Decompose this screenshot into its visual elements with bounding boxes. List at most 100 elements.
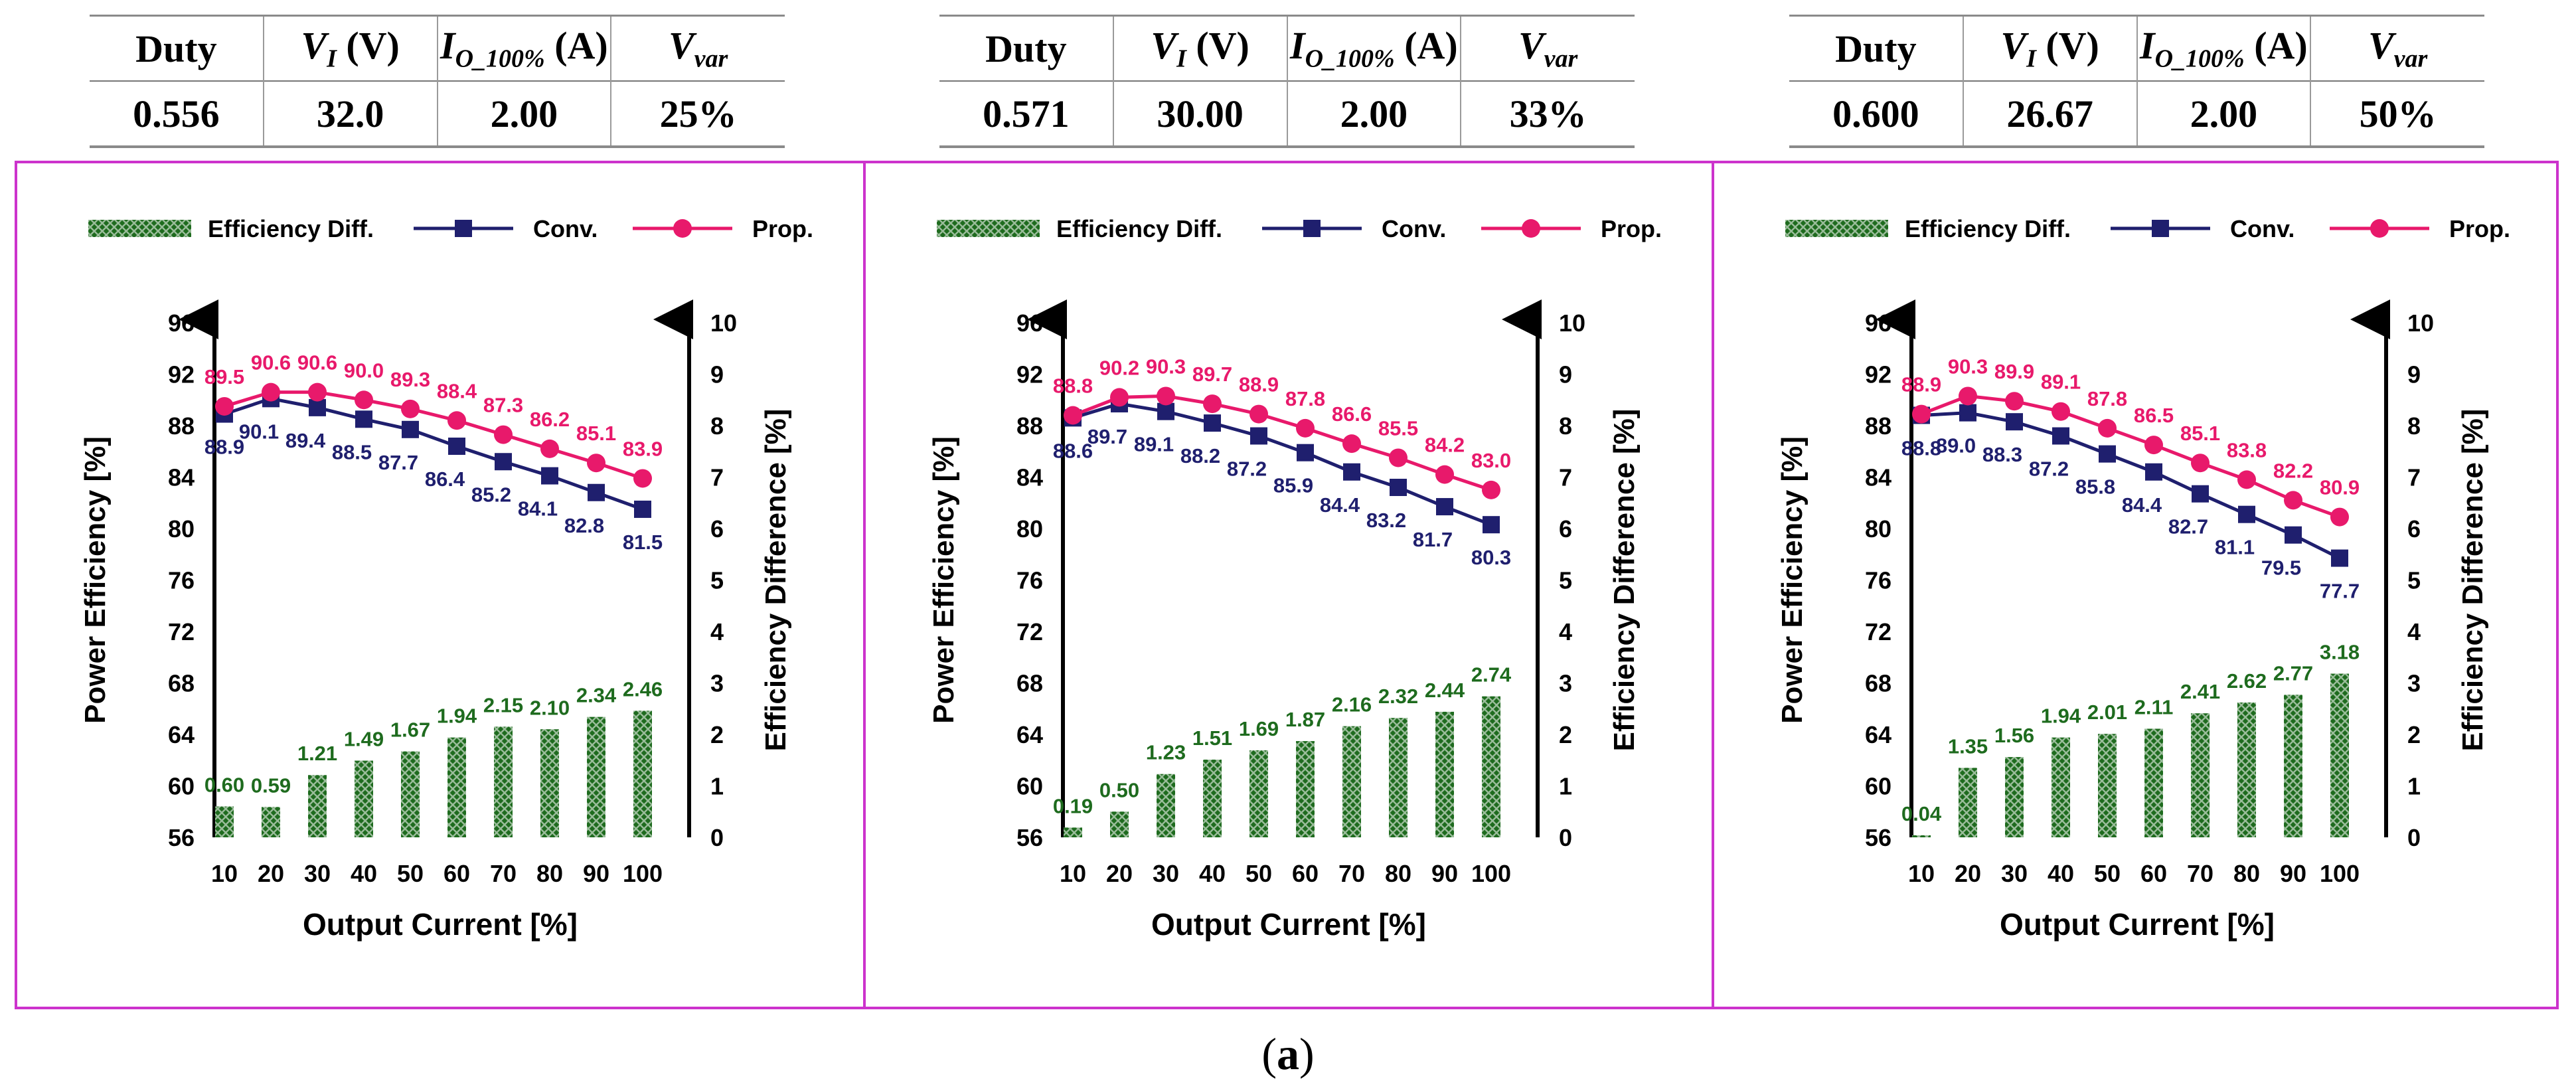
diff-bar — [1482, 696, 1500, 837]
diff-bar — [2052, 737, 2070, 837]
prop-value-label: 89.5 — [204, 365, 244, 388]
diff-bar — [2005, 757, 2024, 837]
y-axis-title: Power Efficiency [%] — [927, 436, 960, 724]
y2-tick-label: 2 — [1559, 721, 1572, 748]
conv-marker — [634, 500, 651, 518]
prop-value-label: 85.1 — [2180, 422, 2220, 445]
conv-marker — [1959, 404, 1976, 422]
prop-value-label: 86.5 — [2134, 404, 2174, 427]
y2-tick-label: 2 — [2407, 721, 2421, 748]
conv-marker — [1343, 463, 1360, 481]
y-tick-label: 72 — [168, 618, 195, 645]
diff-bar — [1435, 711, 1454, 837]
y-tick-label: 76 — [1016, 567, 1043, 594]
y-tick-label: 64 — [1865, 721, 1892, 748]
diff-bar — [587, 716, 605, 837]
x-tick-label: 40 — [2048, 860, 2074, 887]
y2-axis-title: Efficiency Difference [%] — [760, 409, 792, 752]
diff-bar — [447, 737, 466, 837]
prop-value-label: 80.9 — [2320, 476, 2360, 499]
table-header-cell: Vvar — [610, 15, 785, 81]
conv-value-label: 88.5 — [332, 440, 372, 463]
prop-value-label: 88.8 — [1053, 375, 1093, 398]
y2-tick-label: 6 — [2407, 515, 2421, 543]
y2-tick-label: 2 — [710, 721, 724, 748]
y-tick-label: 68 — [1865, 670, 1892, 697]
y-tick-label: 92 — [168, 361, 195, 388]
y-tick-label: 72 — [1016, 618, 1043, 645]
conv-value-label: 82.7 — [2168, 515, 2208, 539]
x-tick-label: 70 — [490, 860, 517, 887]
conv-value-label: 88.8 — [1901, 437, 1941, 460]
y2-tick-label: 9 — [2407, 361, 2421, 388]
parameter-table-2: Duty VI (V) IO_100% (A) Vvar 0.571 30.00 2.00 3… — [939, 15, 1635, 148]
x-tick-label: 10 — [211, 860, 238, 887]
prop-marker — [587, 454, 605, 473]
legend-conv-marker — [1303, 220, 1321, 237]
conv-marker — [1297, 444, 1314, 461]
prop-marker — [2098, 418, 2117, 438]
prop-marker — [1482, 480, 1500, 499]
conv-marker — [448, 438, 465, 455]
conv-value-label: 85.9 — [1273, 474, 1313, 497]
chart-legend: Efficiency Diff. Conv. Prop. — [88, 215, 813, 242]
diff-bar-label: 2.46 — [623, 677, 663, 701]
prop-marker — [540, 439, 559, 458]
diff-bar-label: 2.44 — [1425, 679, 1465, 702]
prop-value-label: 85.1 — [576, 422, 616, 445]
x-tick-label: 60 — [2140, 860, 2167, 887]
diff-bar — [633, 711, 652, 837]
diff-bar-label: 2.62 — [2227, 669, 2267, 693]
table-value-cell: 2.00 — [2136, 80, 2311, 148]
conv-marker — [2331, 549, 2348, 567]
table-header-cell: Duty — [1789, 15, 1963, 81]
prop-marker — [494, 425, 513, 444]
y2-tick-label: 8 — [1559, 412, 1572, 440]
y-tick-label: 64 — [168, 721, 195, 748]
x-tick-label: 90 — [2280, 860, 2306, 887]
diff-bar — [1959, 768, 1977, 837]
y2-tick-label: 7 — [1559, 464, 1572, 491]
x-tick-label: 60 — [1292, 860, 1319, 887]
table-value-cell: 2.00 — [1286, 80, 1461, 148]
diff-bar — [401, 751, 420, 837]
conv-value-label: 85.8 — [2075, 475, 2115, 499]
parameter-table-1: Duty VI (V) IO_100% (A) Vvar 0.556 32.0 2.00 25… — [90, 15, 785, 148]
diff-bar-label: 2.15 — [483, 693, 523, 716]
y-tick-label: 84 — [1865, 464, 1892, 491]
x-axis-title: Output Current [%] — [1151, 907, 1426, 942]
y-tick-label: 80 — [168, 515, 195, 543]
conv-value-label: 89.1 — [1134, 433, 1174, 456]
diff-bar-label: 2.74 — [1471, 663, 1512, 687]
table-value-row: 0.571 30.00 2.00 33% — [939, 80, 1635, 148]
prop-marker — [2284, 491, 2302, 510]
diff-bar-label: 0.60 — [204, 774, 244, 797]
table-header-cell: VI (V) — [1112, 15, 1287, 81]
y-tick-label: 96 — [1016, 309, 1043, 337]
prop-value-label: 88.4 — [437, 379, 477, 402]
y2-tick-label: 9 — [710, 361, 724, 388]
prop-value-label: 83.9 — [623, 437, 663, 460]
conv-value-label: 84.4 — [1320, 493, 1360, 517]
conv-value-label: 88.2 — [1180, 444, 1220, 467]
diff-bar-label: 1.56 — [1994, 724, 2034, 747]
prop-marker — [1296, 418, 1315, 438]
table-header-cell: VI (V) — [262, 15, 438, 81]
prop-marker — [1064, 406, 1082, 425]
x-tick-label: 90 — [583, 860, 609, 887]
y-tick-label: 92 — [1016, 361, 1043, 388]
conv-marker — [402, 420, 419, 438]
diff-bar — [1389, 718, 1408, 837]
y2-tick-label: 3 — [710, 670, 724, 697]
frame-divider — [1712, 161, 1714, 1009]
table-value-cell: 50% — [2310, 80, 2484, 148]
conv-value-label: 87.2 — [2029, 458, 2069, 481]
prop-value-label: 88.9 — [1901, 373, 1941, 396]
y2-tick-label: 5 — [1559, 567, 1572, 594]
diff-bar — [1203, 759, 1222, 837]
diff-bar — [308, 775, 327, 837]
y-tick-label: 60 — [1016, 773, 1043, 800]
prop-value-label: 86.2 — [530, 408, 570, 431]
y-tick-label: 56 — [1865, 824, 1892, 851]
conv-value-label: 89.7 — [1087, 425, 1127, 448]
